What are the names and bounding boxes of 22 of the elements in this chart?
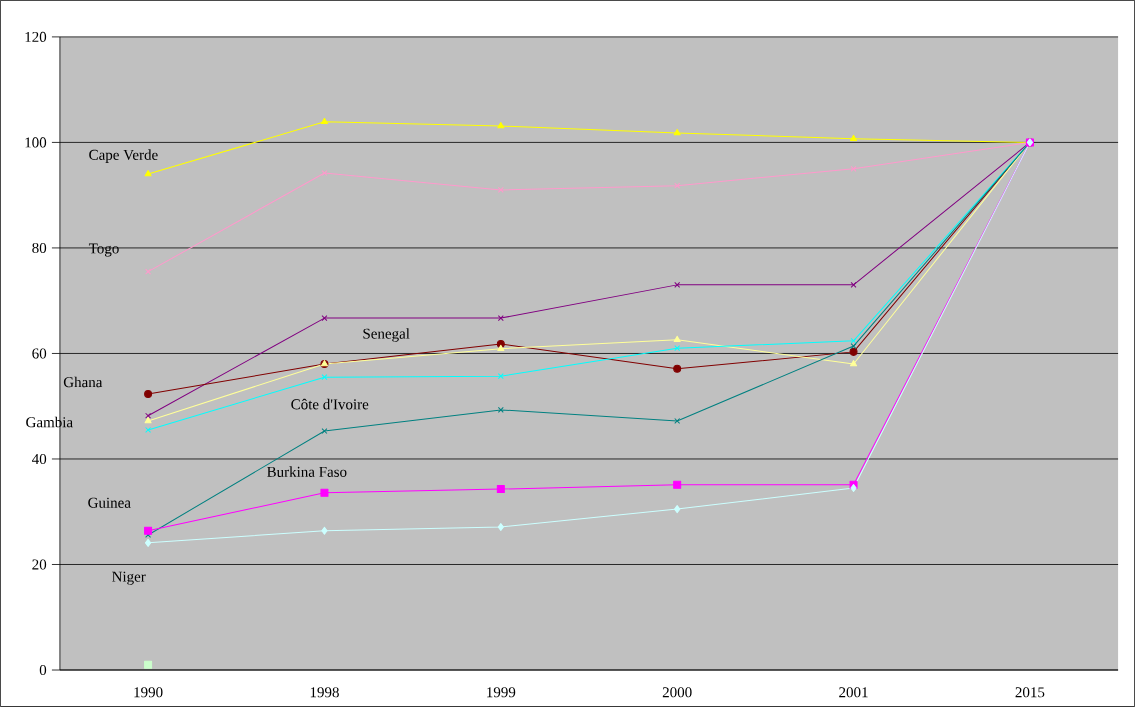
y-tick-label: 80: [32, 242, 47, 254]
annotation: Burkina Faso: [267, 466, 347, 477]
annotation: Guinea: [88, 497, 131, 508]
annotation: Senegal: [363, 328, 410, 342]
annotation: Gambia: [26, 416, 73, 428]
annotation: Togo: [88, 243, 119, 257]
y-tick-label: 20: [32, 559, 47, 570]
x-tick-label: 1999: [487, 687, 516, 698]
y-tick-label: 0: [39, 664, 47, 676]
x-tick-label: 1990: [134, 687, 163, 698]
annotation: Niger: [112, 571, 146, 585]
y-tick-label: 120: [25, 31, 47, 42]
annotation: Côte d'Ivoire: [291, 398, 369, 410]
annotation: Cape Verde: [89, 149, 158, 163]
x-tick-label: 1998: [310, 687, 339, 698]
y-tick-label: 100: [25, 137, 47, 148]
y-tick-label: 60: [32, 348, 47, 359]
annotation: Ghana: [63, 376, 103, 388]
x-tick-label: 2015: [1015, 687, 1045, 698]
x-tick-label: 2001: [839, 687, 868, 698]
x-tick-label: 2000: [662, 687, 692, 698]
y-tick-label: 40: [32, 453, 47, 465]
